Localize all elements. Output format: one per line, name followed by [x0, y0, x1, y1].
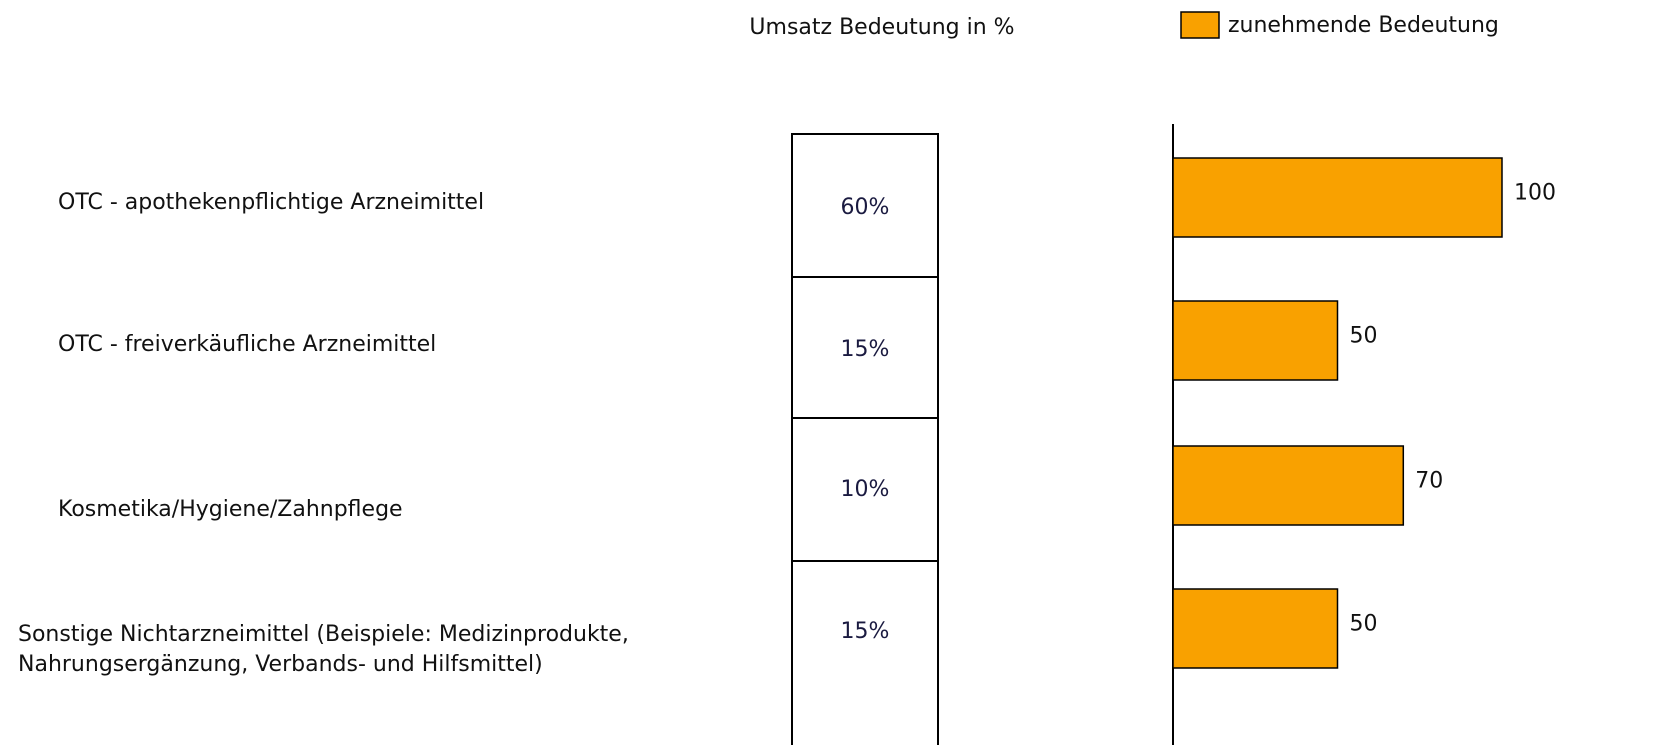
value-label: 50	[1350, 324, 1378, 349]
bar	[1172, 588, 1339, 669]
value-label: 70	[1415, 469, 1443, 494]
legend-label: zunehmende Bedeutung	[1228, 13, 1499, 38]
table-cell	[791, 560, 939, 745]
table-value: 15%	[841, 337, 890, 362]
value-label: 50	[1350, 612, 1378, 637]
bar	[1172, 157, 1503, 238]
table-value: 10%	[841, 477, 890, 502]
bar	[1172, 445, 1405, 526]
value-label: 100	[1514, 181, 1556, 206]
category-label: OTC - apothekenpflichtige Arzneimittel	[58, 190, 485, 215]
legend-swatch	[1180, 11, 1220, 39]
category-label: Sonstige Nichtarzneimittel (Beispiele: M…	[18, 622, 629, 677]
category-label: Kosmetika/Hygiene/Zahnpflege	[58, 497, 403, 522]
table-value: 60%	[841, 195, 890, 220]
table-value: 15%	[841, 619, 890, 644]
category-label: OTC - freiverkäufliche Arzneimittel	[58, 332, 437, 357]
bar	[1172, 300, 1339, 381]
table-title: Umsatz Bedeutung in %	[749, 15, 1014, 40]
